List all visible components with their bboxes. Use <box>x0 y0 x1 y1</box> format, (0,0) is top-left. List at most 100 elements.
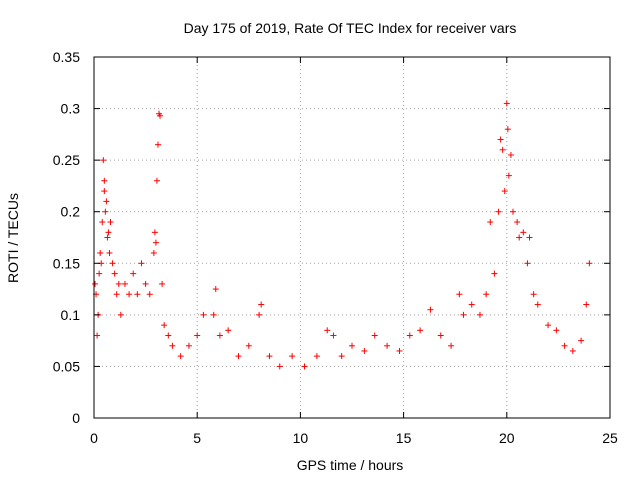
data-point <box>578 337 585 344</box>
data-point <box>526 234 533 241</box>
chart-title: Day 175 of 2019, Rate Of TEC Index for r… <box>184 20 517 36</box>
data-point <box>483 291 490 298</box>
data-point <box>92 280 99 287</box>
data-point <box>94 332 101 339</box>
y-tick-label: 0 <box>72 410 80 426</box>
data-point <box>501 188 508 195</box>
plot-frame <box>93 56 611 419</box>
data-point <box>499 146 506 153</box>
data-point <box>289 353 296 360</box>
data-point <box>161 322 168 329</box>
grid <box>94 57 610 418</box>
data-point <box>154 141 161 148</box>
data-point <box>97 249 104 256</box>
data-point <box>134 291 141 298</box>
y-tick-label: 0.1 <box>61 307 81 323</box>
data-point <box>505 172 512 179</box>
data-point <box>258 301 265 308</box>
y-tick-label: 0.25 <box>53 152 80 168</box>
data-point <box>104 234 111 241</box>
data-point <box>553 327 560 334</box>
data-point <box>100 157 107 164</box>
y-tick-label: 0.35 <box>53 49 80 65</box>
data-point <box>569 347 576 354</box>
data-point <box>101 177 108 184</box>
data-point <box>545 322 552 329</box>
data-point <box>583 301 590 308</box>
data-point <box>514 219 521 226</box>
x-tick-label: 15 <box>396 430 412 446</box>
data-point <box>157 112 164 119</box>
data-point <box>406 332 413 339</box>
data-point <box>150 249 157 256</box>
data-point <box>301 363 308 370</box>
data-point <box>586 260 593 267</box>
y-tick-label: 0.2 <box>61 204 81 220</box>
data-point <box>509 208 516 215</box>
data-point <box>266 353 273 360</box>
data-point <box>491 270 498 277</box>
data-point <box>101 188 108 195</box>
data-point <box>177 353 184 360</box>
data-point <box>495 208 502 215</box>
data-point <box>106 249 113 256</box>
data-point <box>361 347 368 354</box>
data-point <box>497 136 504 143</box>
data-point <box>146 291 153 298</box>
data-points <box>92 100 593 370</box>
y-tick-label: 0.15 <box>53 255 80 271</box>
y-axis-label: ROTI / TECUs <box>5 193 21 283</box>
data-point <box>107 219 114 226</box>
data-point <box>503 100 510 107</box>
data-point <box>210 311 217 318</box>
data-point <box>330 332 337 339</box>
data-point <box>165 332 172 339</box>
data-point <box>256 311 263 318</box>
data-point <box>504 126 511 133</box>
data-point <box>185 342 192 349</box>
x-tick-label: 10 <box>293 430 309 446</box>
data-point <box>417 327 424 334</box>
data-point <box>159 280 166 287</box>
data-point <box>169 342 176 349</box>
data-point <box>151 229 158 236</box>
data-point <box>200 311 207 318</box>
data-point <box>96 270 103 277</box>
data-point <box>460 311 467 318</box>
y-tick-label: 0.3 <box>61 101 81 117</box>
data-point <box>245 342 252 349</box>
data-point <box>437 332 444 339</box>
data-point <box>524 260 531 267</box>
data-point <box>103 198 110 205</box>
data-point <box>102 208 109 215</box>
data-point <box>153 177 160 184</box>
data-point <box>427 306 434 313</box>
data-point <box>338 353 345 360</box>
data-point <box>561 342 568 349</box>
data-point <box>109 260 116 267</box>
data-point <box>468 301 475 308</box>
x-axis-label: GPS time / hours <box>297 457 404 473</box>
data-point <box>113 291 120 298</box>
data-point <box>105 229 112 236</box>
data-point <box>142 280 149 287</box>
x-tick-label: 0 <box>90 430 98 446</box>
data-point <box>126 291 133 298</box>
data-point <box>371 332 378 339</box>
data-point <box>130 270 137 277</box>
data-point <box>534 301 541 308</box>
data-point <box>276 363 283 370</box>
data-point <box>121 280 128 287</box>
data-point <box>349 342 355 349</box>
data-point <box>487 219 494 226</box>
data-point <box>235 353 242 360</box>
x-tick-label: 25 <box>602 430 618 446</box>
data-point <box>384 342 391 349</box>
data-point <box>216 332 223 339</box>
data-point <box>99 219 106 226</box>
x-tick-label: 20 <box>499 430 515 446</box>
data-point <box>194 332 201 339</box>
data-point <box>138 260 145 267</box>
